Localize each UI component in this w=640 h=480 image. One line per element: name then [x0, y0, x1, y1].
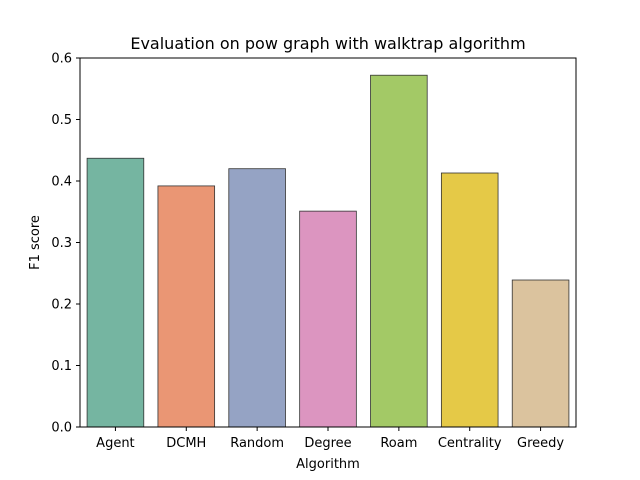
bar-random — [228, 168, 286, 428]
y-tick-label: 0.6 — [51, 52, 72, 67]
bars-group — [86, 74, 570, 428]
x-axis: Agent DCMH Random Degree Roam Centrality Greed… — [96, 427, 564, 451]
x-tick-label-dcmh: DCMH — [166, 436, 206, 451]
y-tick-label: 0.0 — [51, 421, 72, 436]
y-tick-label: 0.4 — [51, 175, 72, 190]
x-tick-label-degree: Degree — [304, 436, 351, 451]
bar-agent — [86, 157, 145, 428]
chart-title: Evaluation on pow graph with walktrap al… — [130, 34, 525, 53]
bar-roam — [370, 74, 428, 428]
y-tick-label: 0.5 — [51, 113, 72, 128]
y-axis: 0.0 0.1 0.2 0.3 0.4 0.5 0.6 — [51, 52, 80, 436]
x-tick-label-greedy: Greedy — [517, 436, 564, 451]
x-axis-label: Algorithm — [296, 457, 360, 472]
y-tick-label: 0.3 — [51, 236, 72, 251]
y-tick-label: 0.2 — [51, 298, 72, 313]
x-tick-label-random: Random — [230, 436, 284, 451]
bar-greedy — [511, 279, 570, 428]
bar-centrality — [440, 172, 499, 428]
x-tick-label-agent: Agent — [96, 436, 134, 451]
bar-dcmh — [157, 185, 216, 428]
y-axis-label: F1 score — [28, 215, 43, 270]
y-tick-label: 0.1 — [51, 359, 72, 374]
x-tick-label-roam: Roam — [380, 436, 417, 451]
bar-degree — [299, 210, 357, 428]
x-tick-label-centrality: Centrality — [438, 436, 502, 451]
